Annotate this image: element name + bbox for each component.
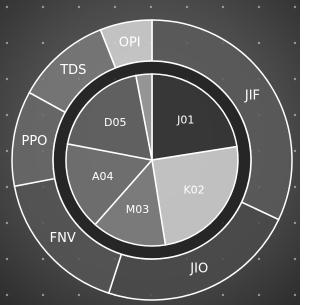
segment-label: D05 <box>104 116 126 129</box>
segment-label: K02 <box>183 184 204 197</box>
segment-label: PPO <box>22 134 48 149</box>
segment-label: FNV <box>50 231 76 246</box>
segment-label: OPI <box>119 36 141 51</box>
segment-label: M03 <box>126 203 150 216</box>
segment-label: JIO <box>189 262 208 277</box>
segment-label: A04 <box>92 170 114 183</box>
segment-label: JIF <box>244 89 260 104</box>
sunburst: JIF JIO FNV PPO TDS OPI J01 K02 M03 A04 D05 <box>12 20 292 300</box>
chart: JIF JIO FNV PPO TDS OPI J01 K02 M03 A04 D05 <box>0 0 300 305</box>
segment-label: TDS <box>59 63 86 78</box>
segment-label: J01 <box>176 113 194 126</box>
